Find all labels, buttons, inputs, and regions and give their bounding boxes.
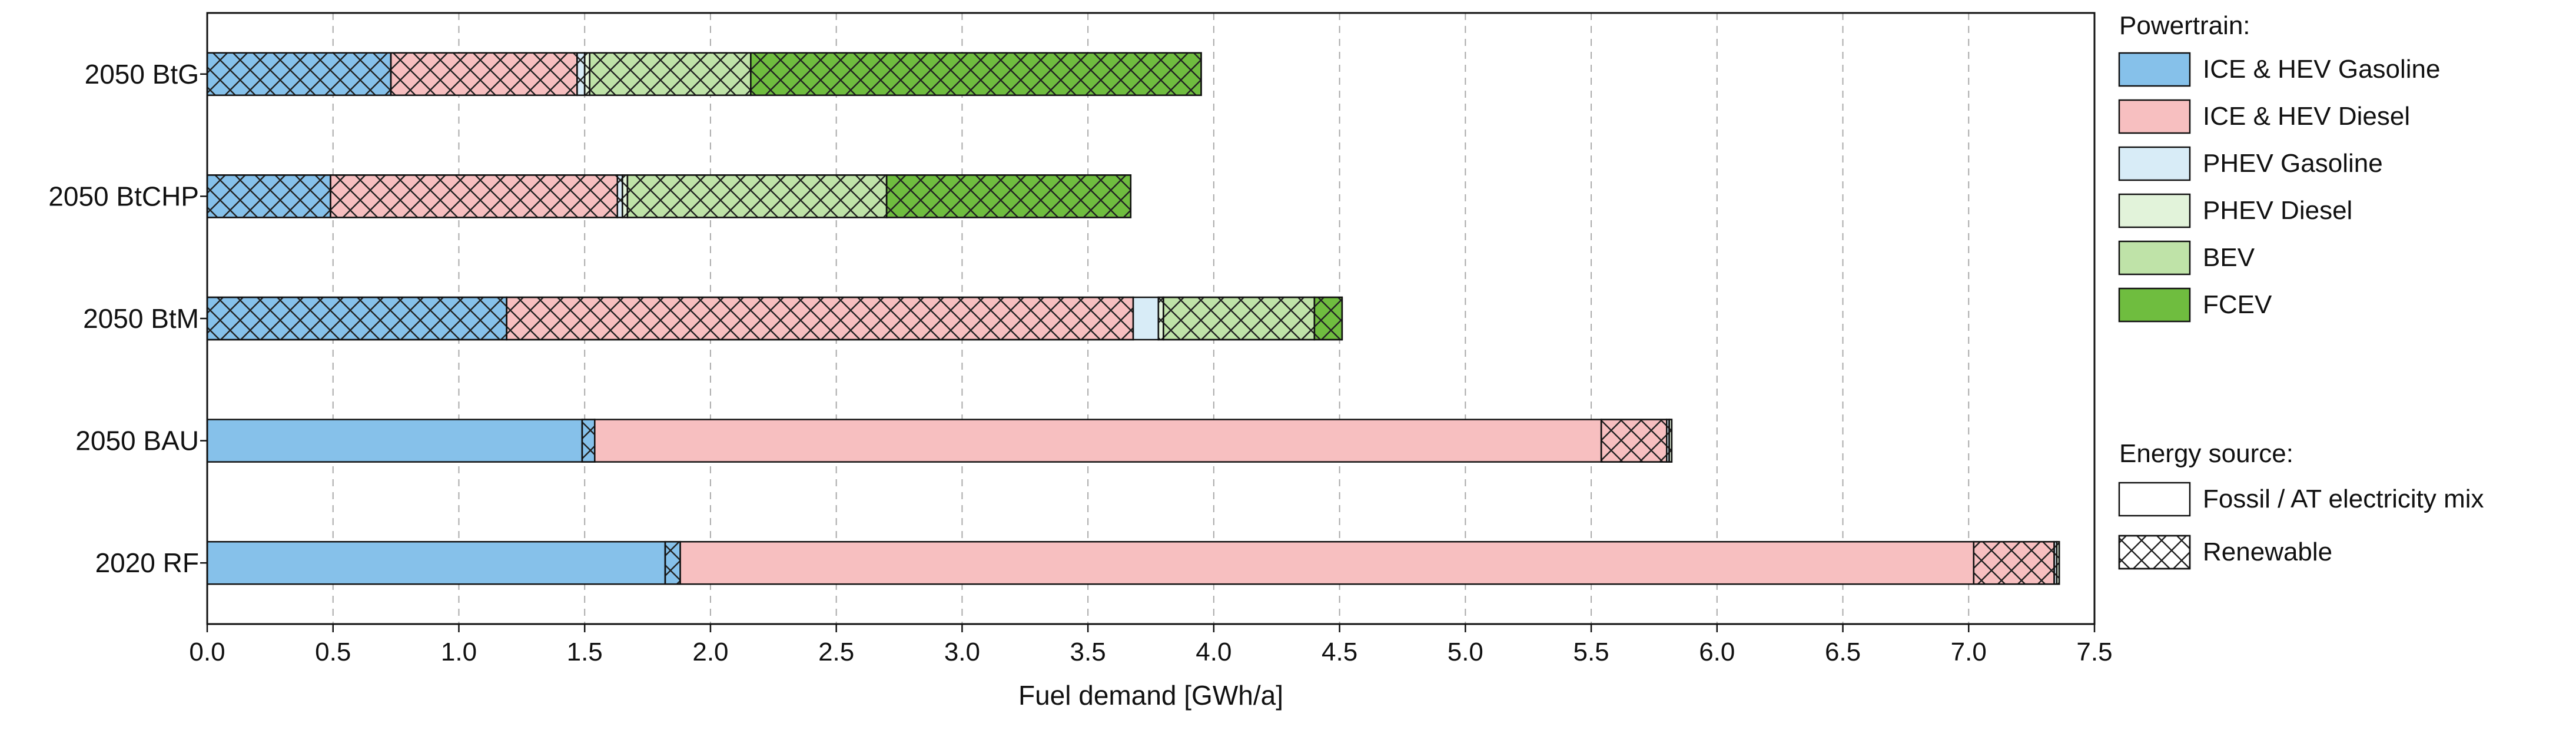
bar-hatch-4-3-0: [2056, 540, 2060, 585]
category-label-3: 2050 BAU: [75, 426, 199, 456]
bar-hatch-2-5-0: [1313, 296, 1343, 341]
legend-label-0: ICE & HEV Gasoline: [2203, 55, 2441, 84]
category-label-2: 2050 BtM: [83, 303, 199, 334]
bar-hatch-1-2-0: [616, 174, 623, 218]
x-axis-label: Fuel demand [GWh/a]: [1018, 680, 1283, 711]
x-tick-label-9: 4.5: [1322, 638, 1357, 666]
x-tick-label-6: 3.0: [944, 638, 980, 666]
bar-2-2-0: [1132, 296, 1160, 341]
bar-4-0-0: [206, 540, 666, 585]
x-tick-label-5: 2.5: [818, 638, 854, 666]
x-tick-label-8: 4.0: [1196, 638, 1231, 666]
legend-swatch-4: [2118, 240, 2191, 276]
x-tick-label-12: 6.0: [1699, 638, 1735, 666]
bar-hatch-2-0-0: [206, 296, 507, 341]
x-tick-label-1: 0.5: [315, 638, 351, 666]
category-label-0: 2050 BtG: [85, 59, 199, 89]
bar-hatch-4-0-1: [664, 540, 681, 585]
plot-frame: [206, 12, 2096, 625]
bar-hatch-2-1-0: [506, 296, 1134, 341]
energy-label-renewable: Renewable: [2203, 537, 2332, 566]
bar-hatch-1-0-0: [206, 174, 331, 218]
bar-hatch-1-1-0: [330, 174, 619, 218]
x-tick-label-13: 6.5: [1825, 638, 1861, 666]
x-tick-label-4: 2.0: [692, 638, 728, 666]
bar-hatch-2-3-0: [1157, 296, 1164, 341]
legend-powertrain-title: Powertrain:: [2119, 11, 2250, 40]
legend-label-1: ICE & HEV Diesel: [2203, 102, 2410, 131]
bar-4-1-0: [679, 540, 1975, 585]
x-tick-label-15: 7.5: [2076, 638, 2112, 666]
bar-hatch-4-1-1: [1973, 540, 2055, 585]
bar-hatch-0-4-0: [589, 52, 752, 97]
bar-hatch-0-2-0: [576, 52, 586, 97]
bar-hatch-1-5-0: [885, 174, 1132, 218]
x-tick-label-2: 1.0: [441, 638, 477, 666]
legend-swatch-0: [2118, 52, 2191, 87]
x-tick-label-3: 1.5: [567, 638, 603, 666]
legend: Powertrain: Energy source: ICE & HEV Gas…: [2118, 11, 2484, 570]
energy-swatch-hatch: [2118, 535, 2191, 570]
bar-hatch-1-3-0: [622, 174, 629, 218]
bar-hatch-0-0-0: [206, 52, 392, 97]
legend-swatch-1: [2118, 99, 2191, 134]
legend-swatch-3: [2118, 193, 2191, 228]
bar-hatch-1-4-0: [626, 174, 888, 218]
legend-swatch-2: [2118, 146, 2191, 181]
energy-label-fossil: Fossil / AT electricity mix: [2203, 485, 2484, 513]
bar-hatch-0-1-0: [390, 52, 578, 97]
x-tick-label-11: 5.5: [1573, 638, 1609, 666]
legend-label-5: FCEV: [2203, 290, 2272, 319]
x-tick-label-0: 0.0: [189, 638, 225, 666]
bar-3-0-0: [206, 419, 583, 463]
axes: 2050 BtG 2050 BtCHP 2050 BtM 2050 BAU 2020 R…: [48, 12, 2113, 666]
legend-label-3: PHEV Diesel: [2203, 196, 2352, 225]
legend-label-2: PHEV Gasoline: [2203, 149, 2383, 178]
legend-label-4: BEV: [2203, 243, 2255, 272]
x-tick-label-10: 5.0: [1448, 638, 1483, 666]
x-tick-label-14: 7.0: [1951, 638, 1987, 666]
bar-hatch-0-3-0: [583, 52, 590, 97]
bar-3-1-0: [594, 419, 1602, 463]
bars: [206, 52, 2060, 585]
bar-hatch-0-5-0: [750, 52, 1202, 97]
legend-energy-title: Energy source:: [2119, 439, 2293, 468]
x-tick-label-7: 3.5: [1070, 638, 1106, 666]
category-label-4: 2020 RF: [95, 548, 199, 578]
category-label-1: 2050 BtCHP: [48, 181, 199, 211]
grid-lines: [332, 13, 1970, 624]
bar-hatch-2-4-0: [1163, 296, 1316, 341]
bar-hatch-3-1-1: [1600, 419, 1668, 463]
bar-hatch-3-3-0: [1668, 419, 1673, 463]
legend-swatch-5: [2118, 287, 2191, 323]
bar-hatch-3-0-1: [581, 419, 596, 463]
energy-swatch-fossil: [2118, 482, 2191, 517]
